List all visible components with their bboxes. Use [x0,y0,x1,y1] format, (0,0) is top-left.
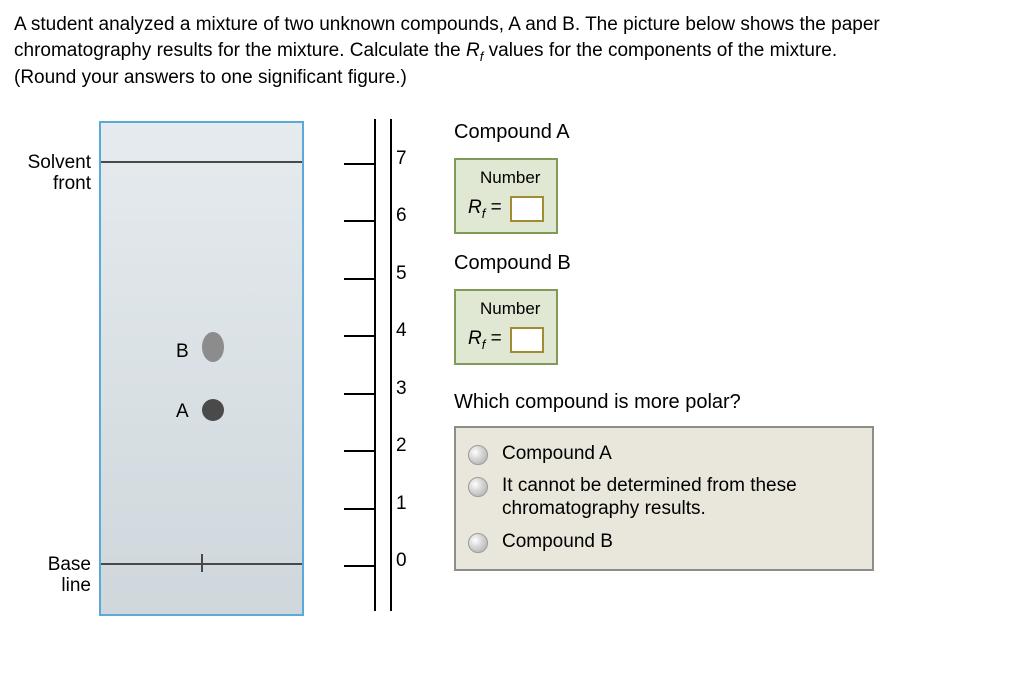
ruler-tick: 2 [344,445,424,457]
radio-label: Compound B [502,531,613,554]
ruler: 7 6 5 4 3 2 1 0 [344,121,424,621]
ruler-tick-label: 7 [396,148,407,170]
solvent-front-label: Solvent front [16,153,91,195]
origin-tick [201,554,203,572]
baseline-label: Base line [16,555,91,597]
radio-label: It cannot be determined from these chrom… [502,475,860,521]
polar-question: Which compound is more polar? [454,391,1010,414]
plate: BA [99,121,304,616]
ruler-tick: 3 [344,388,424,400]
number-label-b: Number [480,299,544,319]
rf-input-b[interactable] [510,327,544,353]
ruler-tick: 5 [344,273,424,285]
question-line2b: values for the components of the mixture… [483,40,837,61]
ruler-tick-label: 4 [396,320,407,342]
answer-column: Compound A Number Rf = Compound B Number… [454,121,1010,571]
question-line1: A student analyzed a mixture of two unkn… [14,14,880,35]
radio-option[interactable]: It cannot be determined from these chrom… [468,470,860,526]
ruler-tick: 6 [344,215,424,227]
radio-icon[interactable] [468,445,488,465]
radio-label: Compound A [502,443,612,466]
radio-option[interactable]: Compound B [468,526,860,559]
rf-row-a: Rf = [468,196,544,222]
ruler-tick: 7 [344,158,424,170]
ruler-tick-label: 3 [396,378,407,400]
radio-icon[interactable] [468,477,488,497]
compound-a-input-box: Number Rf = [454,158,558,234]
spot-label-a: A [176,401,189,423]
ruler-tick-label: 5 [396,263,407,285]
content-row: Solvent front Base line BA 76543210 Comp… [14,121,1010,621]
ruler-tick-label: 1 [396,493,407,515]
spot-label-b: B [176,341,189,363]
page: A student analyzed a mixture of two unkn… [0,0,1024,673]
ruler-tick: 4 [344,330,424,342]
radio-icon[interactable] [468,533,488,553]
number-label-a: Number [480,168,544,188]
radio-option[interactable]: Compound A [468,438,860,471]
chromatography-panel: Solvent front Base line BA [14,121,314,621]
ruler-tick-label: 0 [396,550,407,572]
compound-b-input-box: Number Rf = [454,289,558,365]
rf-input-a[interactable] [510,196,544,222]
question-line3: (Round your answers to one significant f… [14,67,407,88]
ruler-tick-label: 2 [396,435,407,457]
compound-b-heading: Compound B [454,252,1010,275]
question-text: A student analyzed a mixture of two unkn… [14,12,1010,91]
spot-b [202,332,224,362]
spot-a [202,399,224,421]
ruler-track [374,119,392,611]
rf-symbol: R [466,40,480,61]
ruler-tick-label: 6 [396,205,407,227]
rf-row-b: Rf = [468,327,544,353]
ruler-tick: 1 [344,503,424,515]
question-line2a: chromatography results for the mixture. … [14,40,466,61]
radio-panel: Compound A It cannot be determined from t… [454,426,874,571]
solvent-front-line [101,161,302,163]
ruler-tick: 0 [344,560,424,572]
compound-a-heading: Compound A [454,121,1010,144]
